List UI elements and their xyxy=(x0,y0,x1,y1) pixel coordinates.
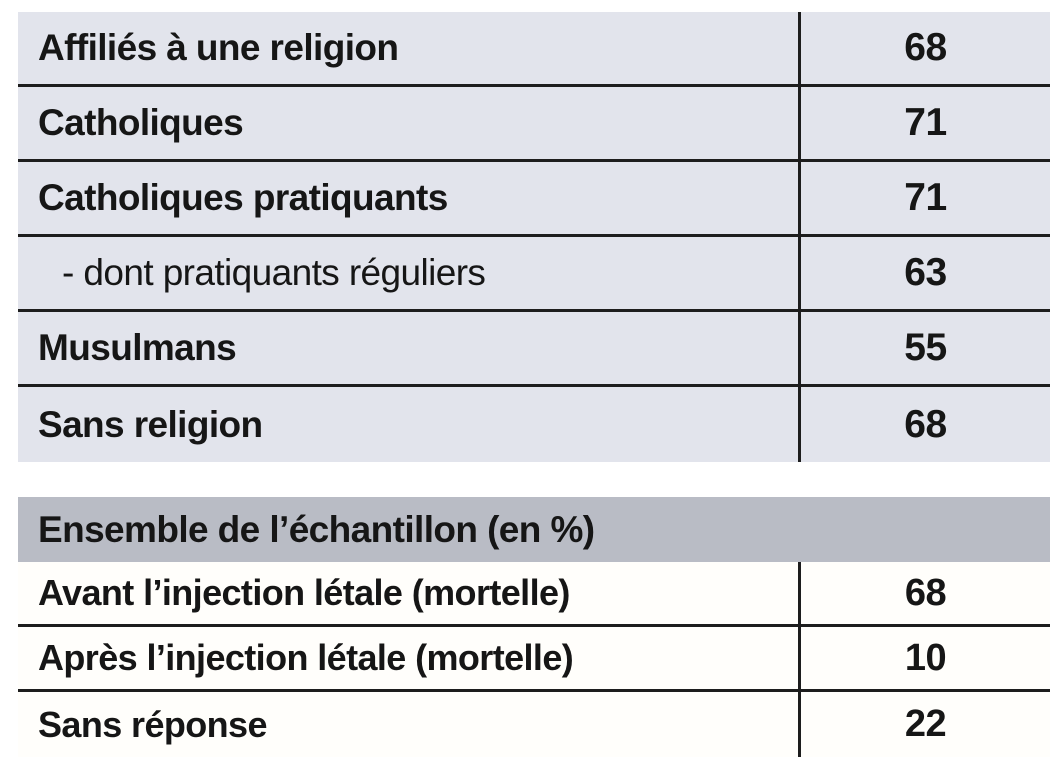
row-label: Musulmans xyxy=(38,327,237,368)
table-row: Affiliés à une religion 68 xyxy=(18,12,1050,87)
table-header-band: Ensemble de l’échantillon (en %) xyxy=(18,497,1050,562)
row-value: 71 xyxy=(798,162,1050,234)
table-row: Sans réponse 22 xyxy=(18,692,1050,757)
table-row: Avant l’injection létale (mortelle) 68 xyxy=(18,562,1050,627)
row-value: 68 xyxy=(798,562,1050,624)
row-value: 63 xyxy=(798,237,1050,309)
row-label: - dont pratiquants réguliers xyxy=(62,252,486,293)
table-row: Après l’injection létale (mortelle) 10 xyxy=(18,627,1050,692)
row-value: 71 xyxy=(798,87,1050,159)
religion-table: Affiliés à une religion 68 Catholiques 7… xyxy=(18,12,1050,462)
row-value: 68 xyxy=(798,387,1050,462)
row-value: 55 xyxy=(798,312,1050,384)
row-label: Affiliés à une religion xyxy=(38,27,399,68)
row-label: Sans réponse xyxy=(38,703,268,745)
table-row: - dont pratiquants réguliers 63 xyxy=(18,237,1050,312)
table-row: Sans religion 68 xyxy=(18,387,1050,462)
table-row: Catholiques 71 xyxy=(18,87,1050,162)
row-label: Sans religion xyxy=(38,403,263,445)
row-label: Après l’injection létale (mortelle) xyxy=(38,637,574,678)
table-row: Musulmans 55 xyxy=(18,312,1050,387)
row-value: 68 xyxy=(798,12,1050,84)
row-value: 22 xyxy=(798,692,1050,757)
row-label: Avant l’injection létale (mortelle) xyxy=(38,572,570,613)
row-value: 10 xyxy=(798,627,1050,689)
sample-table: Ensemble de l’échantillon (en %) Avant l… xyxy=(18,497,1050,757)
table-row: Catholiques pratiquants 71 xyxy=(18,162,1050,237)
row-label: Catholiques pratiquants xyxy=(38,177,448,218)
row-label: Catholiques xyxy=(38,102,244,143)
